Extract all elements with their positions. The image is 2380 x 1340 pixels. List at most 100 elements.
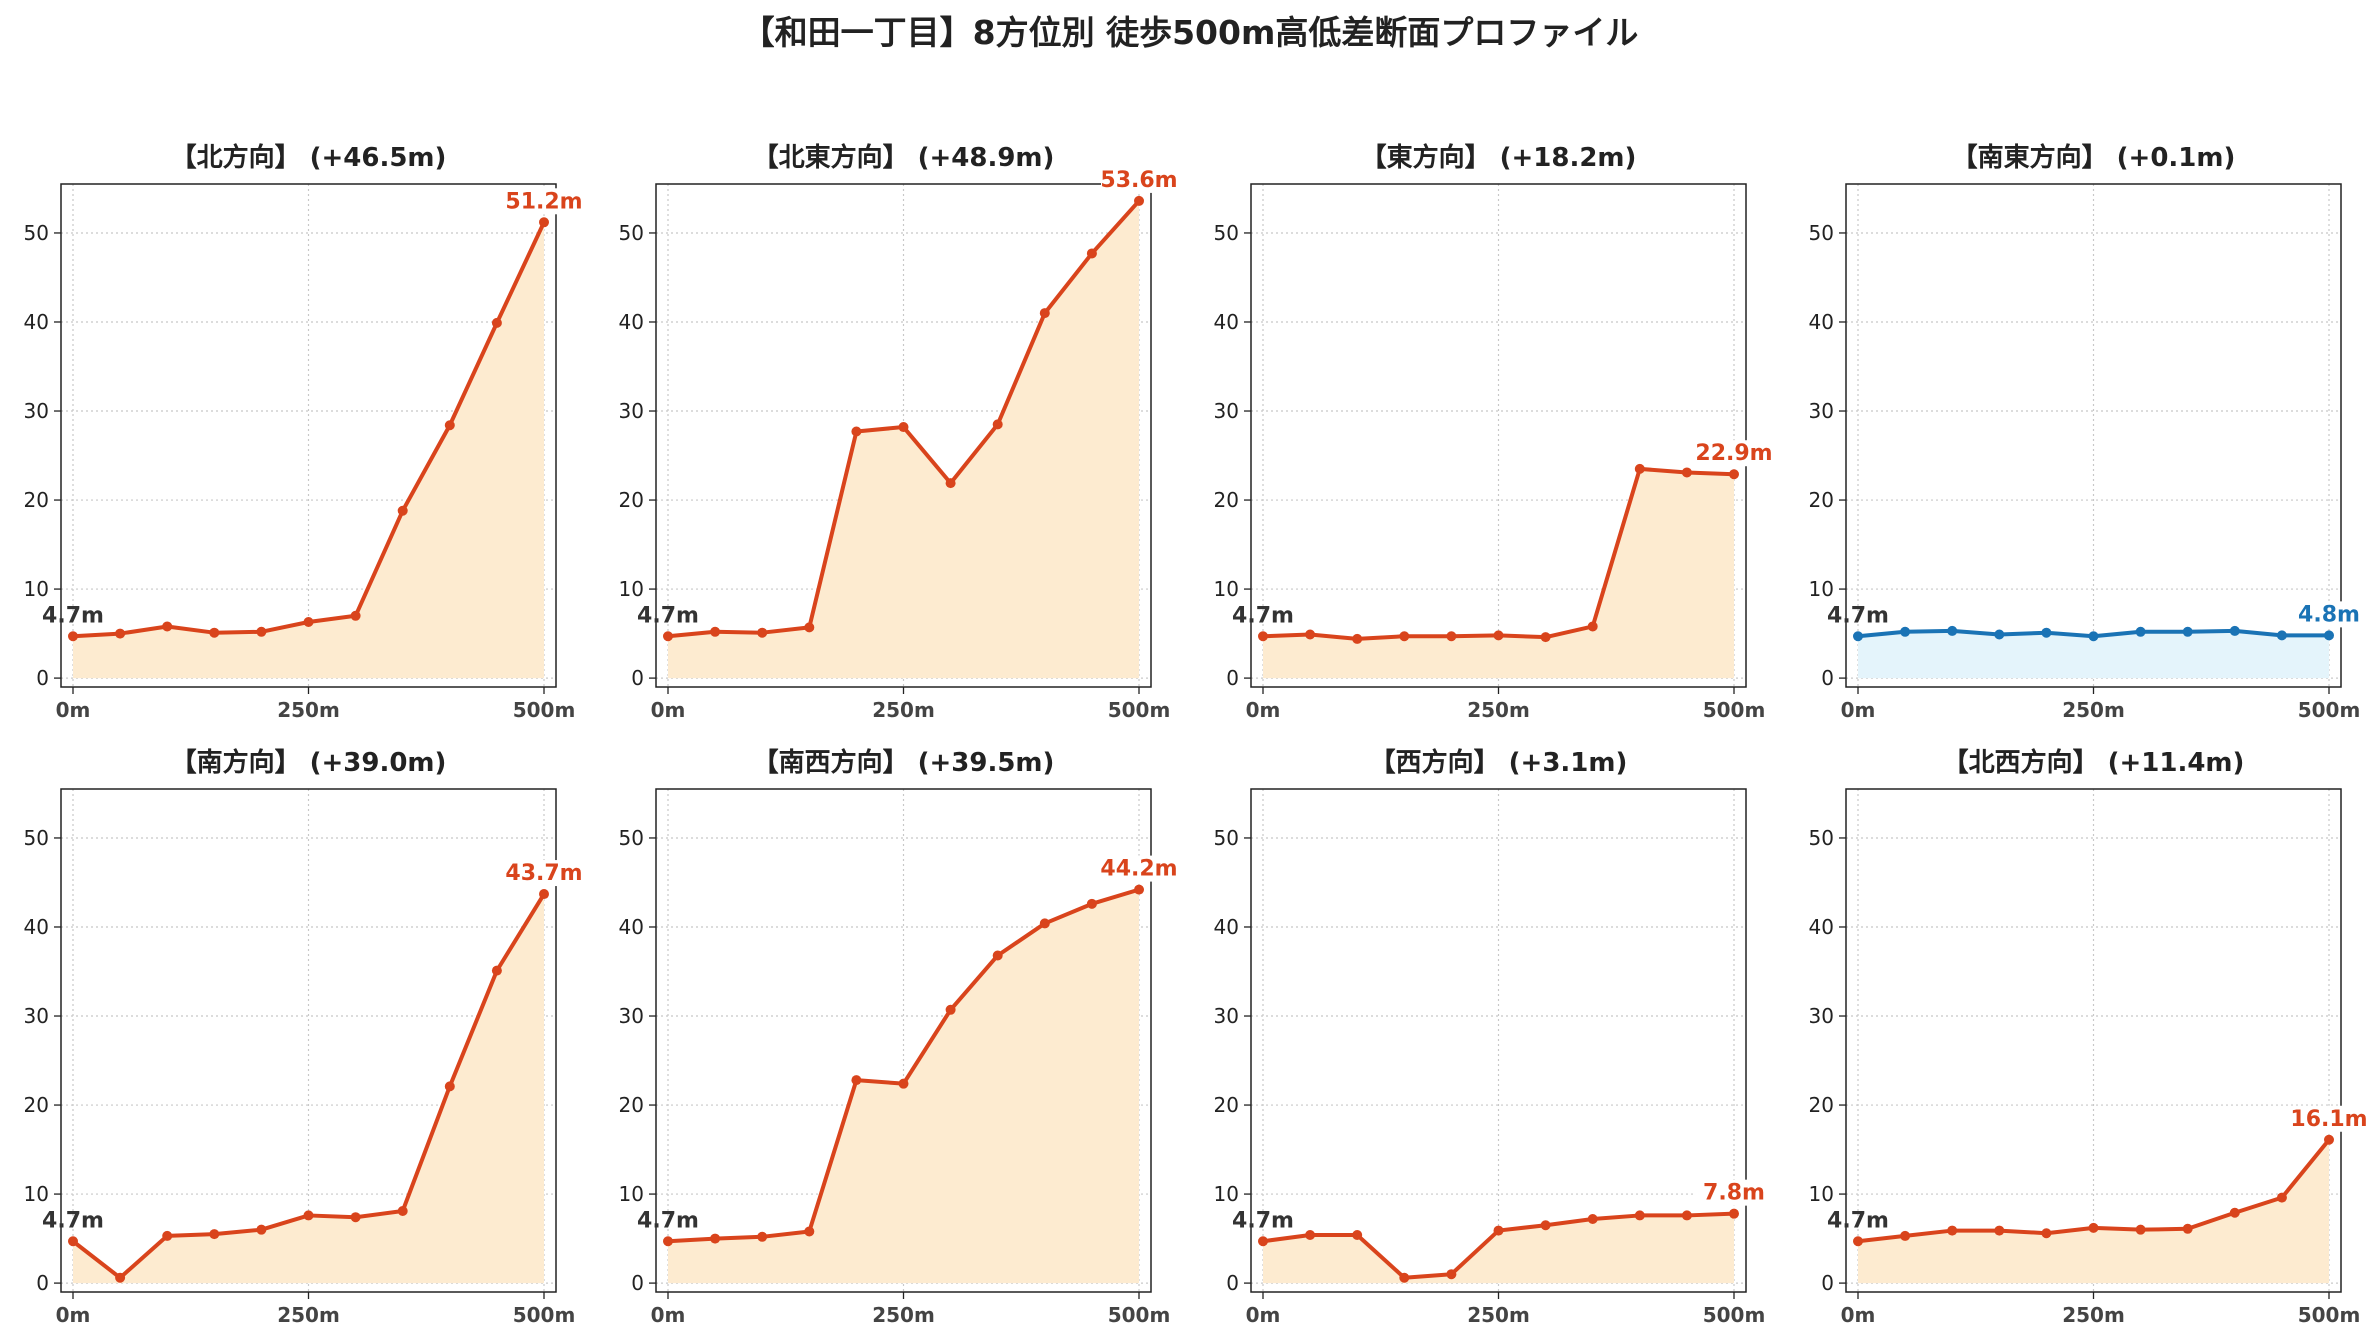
y-tick-label: 30 (1214, 1004, 1239, 1028)
panel-title: 【南方向】 (+39.0m) (171, 747, 447, 778)
y-tick-label: 30 (1809, 1004, 1834, 1028)
data-point (1305, 629, 1316, 640)
data-point (898, 422, 909, 433)
y-tick-label: 40 (1214, 310, 1239, 334)
data-point (851, 426, 862, 437)
elevation-area (1858, 630, 2329, 679)
y-tick-label: 0 (1821, 1271, 1834, 1295)
x-tick-label: 250m (1467, 1303, 1530, 1327)
y-tick-label: 20 (1214, 488, 1239, 512)
x-tick-label: 500m (513, 698, 576, 722)
y-tick-label: 50 (1809, 826, 1834, 850)
data-point (1634, 463, 1645, 474)
data-point (1994, 1225, 2005, 1236)
y-tick-label: 40 (619, 915, 644, 939)
y-tick-label: 10 (1809, 577, 1834, 601)
data-point (757, 627, 768, 638)
data-point (209, 627, 220, 638)
data-point (2324, 1134, 2334, 1145)
data-point (2276, 630, 2287, 641)
data-point (1994, 629, 2005, 640)
x-tick-label: 0m (1841, 698, 1876, 722)
data-point (1681, 1210, 1692, 1221)
y-tick-label: 30 (1809, 399, 1834, 423)
data-point (1540, 1220, 1551, 1231)
panel-title: 【北西方向】 (+11.4m) (1943, 747, 2245, 778)
elevation-area (1263, 468, 1734, 679)
y-tick-label: 20 (1809, 488, 1834, 512)
y-tick-label: 20 (24, 1093, 49, 1117)
x-tick-label: 0m (1841, 1303, 1876, 1327)
data-point (1086, 898, 1097, 909)
end-label-background (1696, 440, 1772, 467)
data-point (757, 1231, 768, 1242)
end-elevation-label: 51.2m (505, 189, 582, 214)
panel-title: 【北東方向】 (+48.9m) (753, 142, 1055, 173)
x-tick-label: 500m (1703, 1303, 1766, 1327)
data-point (397, 505, 408, 516)
y-tick-label: 40 (619, 310, 644, 334)
data-point (256, 626, 267, 637)
end-label-background (506, 860, 582, 887)
data-point (710, 1233, 721, 1244)
data-point (2088, 631, 2099, 642)
y-tick-label: 40 (1809, 310, 1834, 334)
data-point (1540, 632, 1551, 643)
x-tick-label: 0m (651, 1303, 686, 1327)
data-point (1086, 248, 1097, 259)
data-point (350, 1212, 361, 1223)
data-point (2041, 1228, 2052, 1239)
x-tick-label: 250m (2062, 1303, 2125, 1327)
data-point (1039, 918, 1050, 929)
data-point (2182, 626, 2193, 637)
x-tick-label: 500m (1108, 698, 1171, 722)
data-point (2088, 1222, 2099, 1233)
panel-title: 【東方向】 (+18.2m) (1361, 142, 1637, 173)
start-elevation-label: 4.7m (1827, 603, 1889, 628)
data-point (2229, 625, 2240, 636)
data-point (2276, 1192, 2287, 1203)
x-tick-label: 250m (277, 1303, 340, 1327)
data-point (444, 1081, 455, 1092)
end-elevation-label: 4.8m (2298, 602, 2360, 627)
data-point (209, 1229, 220, 1240)
data-point (1258, 1236, 1268, 1247)
y-tick-label: 10 (1214, 577, 1239, 601)
start-elevation-label: 4.7m (1232, 603, 1294, 628)
data-point (162, 1230, 173, 1241)
data-point (1305, 1230, 1316, 1241)
end-elevation-label: 53.6m (1100, 168, 1177, 193)
data-point (2229, 1207, 2240, 1218)
data-point (539, 217, 549, 228)
data-point (1900, 626, 1911, 637)
y-tick-label: 50 (24, 221, 49, 245)
y-tick-label: 50 (1214, 221, 1239, 245)
data-point (2135, 626, 2146, 637)
y-tick-label: 10 (24, 577, 49, 601)
data-point (2182, 1223, 2193, 1234)
start-elevation-label: 4.7m (1827, 1208, 1889, 1233)
x-tick-label: 250m (872, 698, 935, 722)
x-tick-label: 500m (2298, 1303, 2361, 1327)
data-point (68, 631, 78, 642)
data-point (1039, 308, 1050, 319)
data-point (663, 631, 673, 642)
end-label-background (2291, 601, 2367, 628)
y-tick-label: 10 (619, 577, 644, 601)
y-tick-label: 40 (1214, 915, 1239, 939)
end-elevation-label: 22.9m (1695, 441, 1772, 466)
data-point (1681, 467, 1692, 478)
y-tick-label: 30 (619, 399, 644, 423)
y-tick-label: 20 (619, 488, 644, 512)
x-tick-label: 0m (1246, 698, 1281, 722)
y-tick-label: 40 (24, 915, 49, 939)
data-point (804, 622, 815, 633)
data-point (1853, 631, 1863, 642)
data-point (1134, 195, 1144, 206)
y-tick-label: 40 (1809, 915, 1834, 939)
